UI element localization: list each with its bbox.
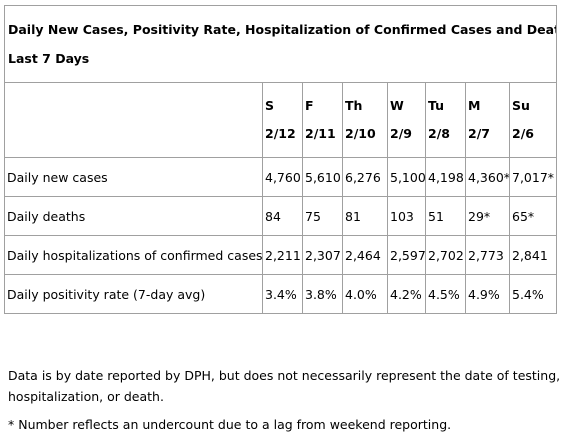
- table-cell: 2,841: [508, 235, 558, 275]
- table-row: Daily positivity rate (7-day avg) 3.4% 3…: [4, 274, 558, 314]
- header-corner-cell: [4, 82, 263, 158]
- covid-stats-table: Daily New Cases, Positivity Rate, Hospit…: [3, 5, 558, 314]
- row-label-hospitalizations: Daily hospitalizations of confirmed case…: [4, 235, 263, 275]
- header-day: Tu 2/8: [425, 82, 466, 158]
- table-cell: 4,360*: [465, 157, 510, 197]
- table-header-row: S 2/12 F 2/11 Th 2/10 W 2/9 Tu 2/8 M 2/7 Su 2/6: [4, 82, 558, 158]
- table-cell: 5.4%: [508, 274, 558, 314]
- row-label-new-cases: Daily new cases: [4, 157, 263, 197]
- table-cell: 3.8%: [302, 274, 343, 314]
- table-row: Daily hospitalizations of confirmed case…: [4, 235, 558, 275]
- row-label-deaths: Daily deaths: [4, 196, 263, 236]
- table-cell: 2,597: [387, 235, 426, 275]
- table-row: Daily new cases 4,760 5,610 6,276 5,100 …: [4, 157, 558, 197]
- table-row: Daily deaths 84 75 81 103 51 29* 65*: [4, 196, 558, 236]
- table-cell: 4.2%: [387, 274, 426, 314]
- table-cell: 4.0%: [342, 274, 388, 314]
- table-cell: 75: [302, 196, 343, 236]
- day-label: Th: [345, 98, 363, 113]
- table-cell: 29*: [465, 196, 510, 236]
- header-day: F 2/11: [302, 82, 343, 158]
- day-label: Tu: [428, 98, 445, 113]
- table-cell: 3.4%: [262, 274, 303, 314]
- header-day: Su 2/6: [508, 82, 558, 158]
- footnote: * Number reflects an undercount due to a…: [8, 416, 452, 432]
- table-cell: 2,702: [425, 235, 466, 275]
- date-label: 2/7: [468, 126, 490, 141]
- table-title-sub: Last 7 Days: [8, 51, 90, 66]
- table-cell: 2,211: [262, 235, 303, 275]
- date-label: 2/9: [390, 126, 412, 141]
- day-label: Su: [512, 98, 530, 113]
- table-cell: 4,760: [262, 157, 303, 197]
- source-note: Data is by date reported by DPH, but doe…: [8, 367, 561, 404]
- table-cell: 103: [387, 196, 426, 236]
- row-label-positivity: Daily positivity rate (7-day avg): [4, 274, 263, 314]
- header-day: Th 2/10: [342, 82, 388, 158]
- date-label: 2/6: [512, 126, 534, 141]
- header-day: M 2/7: [465, 82, 510, 158]
- table-cell: 84: [262, 196, 303, 236]
- day-label: S: [265, 98, 275, 113]
- table-cell: 65*: [508, 196, 558, 236]
- table-cell: 81: [342, 196, 388, 236]
- date-label: 2/8: [428, 126, 450, 141]
- date-label: 2/11: [305, 126, 336, 141]
- table-cell: 2,464: [342, 235, 388, 275]
- day-label: W: [390, 98, 404, 113]
- table-cell: 4.5%: [425, 274, 466, 314]
- header-day: S 2/12: [262, 82, 303, 158]
- date-label: 2/10: [345, 126, 376, 141]
- table-cell: 2,773: [465, 235, 510, 275]
- table-cell: 5,610: [302, 157, 343, 197]
- table-cell: 5,100: [387, 157, 426, 197]
- table-title: Daily New Cases, Positivity Rate, Hospit…: [3, 5, 558, 83]
- table-cell: 4.9%: [465, 274, 510, 314]
- table-title-main: Daily New Cases, Positivity Rate, Hospit…: [8, 22, 557, 37]
- table-cell: 6,276: [342, 157, 388, 197]
- table-cell: 2,307: [302, 235, 343, 275]
- table-cell: 51: [425, 196, 466, 236]
- day-label: M: [468, 98, 481, 113]
- header-day: W 2/9: [387, 82, 426, 158]
- table-cell: 4,198: [425, 157, 466, 197]
- table-cell: 7,017*: [508, 157, 558, 197]
- day-label: F: [305, 98, 314, 113]
- date-label: 2/12: [265, 126, 296, 141]
